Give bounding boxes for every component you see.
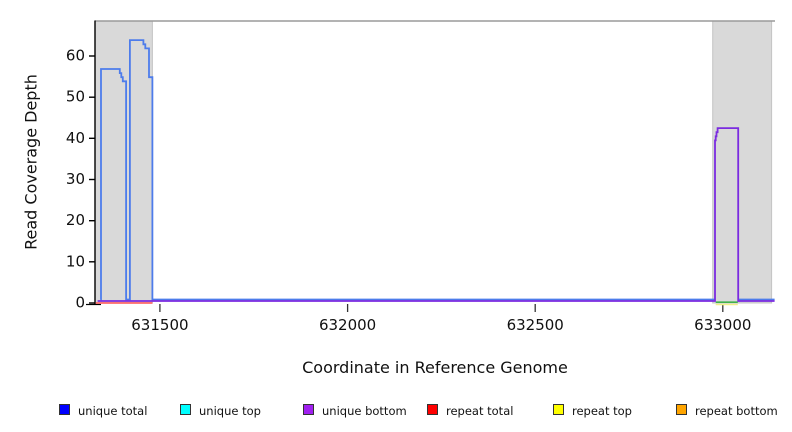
repeat-region <box>94 20 153 304</box>
unique-total-line <box>100 39 715 301</box>
legend-swatch-icon <box>427 404 438 415</box>
legend-label: repeat top <box>572 403 632 418</box>
legend-item: unique top <box>180 400 261 418</box>
legend-item: repeat top <box>553 400 632 418</box>
legend-item: unique bottom <box>303 400 407 418</box>
legend-label: unique total <box>78 403 148 418</box>
legend-label: repeat total <box>446 403 514 418</box>
legend-item: repeat bottom <box>676 400 778 418</box>
y-tick-label: 60 <box>66 47 85 65</box>
x-tick-label: 632500 <box>507 316 564 334</box>
legend-swatch-icon <box>59 404 70 415</box>
legend-label: unique top <box>199 403 261 418</box>
y-tick-label: 0 <box>75 294 85 312</box>
y-tick-label: 40 <box>66 129 85 147</box>
y-tick-label: 50 <box>66 88 85 106</box>
y-tick-label: 30 <box>66 170 85 188</box>
legend-swatch-icon <box>180 404 191 415</box>
repeat-region <box>712 20 773 304</box>
legend-swatch-icon <box>676 404 687 415</box>
x-axis-title: Coordinate in Reference Genome <box>302 358 568 377</box>
x-tick-label: 633000 <box>694 316 751 334</box>
unique-bottom-line <box>97 127 775 302</box>
x-tick-label: 632000 <box>319 316 376 334</box>
legend-swatch-icon <box>553 404 564 415</box>
x-tick-label: 631500 <box>131 316 188 334</box>
legend-label: unique bottom <box>322 403 407 418</box>
legend-label: repeat bottom <box>695 403 778 418</box>
y-tick-label: 20 <box>66 211 85 229</box>
legend-item: repeat total <box>427 400 514 418</box>
legend-swatch-icon <box>303 404 314 415</box>
legend-item: unique total <box>59 400 148 418</box>
y-axis-title: Read Coverage Depth <box>21 74 41 250</box>
y-tick-label: 10 <box>66 252 85 270</box>
legend: unique total unique top unique bottom repea… <box>0 400 792 422</box>
